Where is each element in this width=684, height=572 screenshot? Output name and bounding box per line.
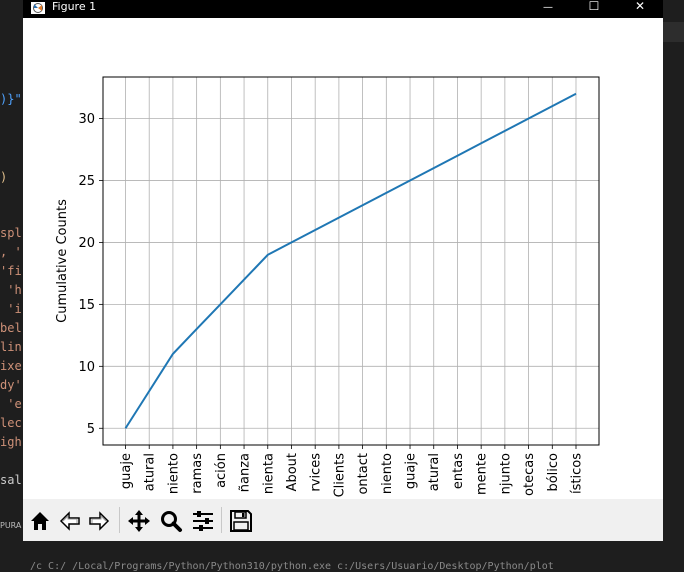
y-tick-label: 25 (78, 174, 95, 189)
configure-subplots-button[interactable] (189, 507, 217, 535)
forward-arrow-icon (89, 511, 110, 531)
x-tick-label: atural (143, 453, 158, 491)
y-tick-label: 10 (78, 360, 95, 375)
background-terminal-text: /c C:/ /Local/Programs/Python/Python310/… (30, 561, 554, 572)
background-code-line: , ' (0, 245, 22, 259)
close-button[interactable]: ✕ (617, 0, 663, 18)
x-tick-label: ísticos (570, 453, 585, 494)
x-tick-label: bólico (546, 453, 561, 492)
background-code-line: 'e (0, 397, 22, 411)
minimize-icon: — (543, 2, 553, 13)
x-tick-label: njunto (498, 453, 513, 494)
background-editor-tab-strip (663, 22, 684, 42)
navigation-toolbar (23, 499, 663, 541)
x-tick-label: rvices (309, 453, 324, 492)
maximize-button[interactable]: ☐ (571, 0, 617, 18)
back-button[interactable] (56, 507, 84, 535)
x-axis: guaje atural niento ramas ación ñanza nienta Ab… (119, 445, 585, 497)
x-tick-label: nienta (261, 453, 276, 494)
x-tick-label: niento (166, 453, 181, 494)
configure-subplots-icon (193, 511, 213, 531)
figure-canvas[interactable]: 5 10 15 20 25 30 guaje atural niento ramas ación ñ… (23, 18, 663, 498)
title-bar[interactable]: Figure 1 — ☐ ✕ (23, 0, 663, 18)
background-code-line: ) (0, 170, 8, 184)
background-terminal (0, 545, 684, 568)
x-tick-label: ación (214, 453, 229, 488)
y-axis: 5 10 15 20 25 30 (78, 112, 103, 437)
matplotlib-app-icon (31, 2, 45, 14)
pan-icon (128, 510, 150, 532)
x-tick-label: guaje (119, 453, 134, 489)
close-icon: ✕ (634, 0, 646, 13)
x-tick-label: atural (427, 453, 442, 491)
x-tick-label: ñanza (238, 453, 253, 492)
x-tick-label: About (285, 453, 300, 491)
zoom-icon (161, 511, 182, 532)
background-panel-label: PURA (0, 521, 22, 530)
background-code-line: igh (0, 435, 22, 449)
x-tick-label: entas (451, 453, 466, 489)
grid (103, 77, 599, 445)
background-code-line: lec (0, 416, 22, 430)
series-line-cumulative-counts (124, 92, 577, 429)
background-code-line: 'fi (0, 264, 22, 278)
x-tick-label: niento (380, 453, 395, 494)
window-title: Figure 1 (52, 0, 97, 13)
forward-button[interactable] (85, 507, 113, 535)
y-tick-label: 20 (78, 236, 95, 251)
toolbar-separator (221, 507, 222, 533)
background-code-line: ixe (0, 359, 22, 373)
figure-window: Figure 1 — ☐ ✕ 5 10 15 20 25 30 guaje atural ni… (23, 0, 663, 541)
home-icon (31, 512, 49, 530)
x-tick-label: ontact (356, 453, 371, 495)
x-tick-label: mente (475, 453, 490, 495)
y-tick-label: 15 (78, 298, 95, 313)
background-code-line: )}" (0, 92, 22, 106)
background-code-line: 'i (0, 302, 22, 316)
save-button[interactable] (227, 507, 255, 535)
background-code-line: sal (0, 473, 22, 487)
background-code-line: bel (0, 321, 22, 335)
background-code-line: spl (0, 226, 22, 240)
background-code-line: 'h (0, 283, 22, 297)
minimize-button[interactable]: — (525, 0, 571, 18)
save-icon (230, 510, 252, 532)
x-tick-label: guaje (404, 453, 419, 489)
y-axis-label: Cumulative Counts (55, 199, 70, 323)
y-tick-label: 5 (87, 422, 95, 437)
zoom-button[interactable] (157, 507, 185, 535)
background-code-line: dy' (0, 378, 22, 392)
toolbar-separator (119, 507, 120, 533)
home-button[interactable] (26, 507, 54, 535)
x-tick-label: otecas (522, 453, 537, 496)
maximize-icon: ☐ (588, 0, 600, 13)
x-tick-label: Clients (332, 453, 347, 498)
background-editor: )}") spl , ' 'fi 'h 'i bel lin ixe dy' 'e lec igh… (0, 0, 24, 568)
x-tick-label: ramas (190, 453, 205, 494)
background-code-line: lin (0, 340, 22, 354)
pan-button[interactable] (125, 507, 153, 535)
y-tick-label: 30 (78, 112, 95, 127)
axes-frame (102, 76, 600, 446)
back-arrow-icon (59, 511, 80, 531)
